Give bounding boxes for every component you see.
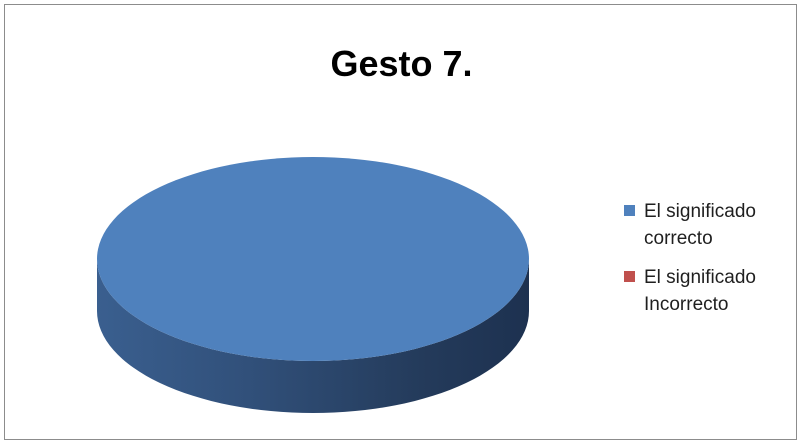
chart-title: Gesto 7.	[330, 43, 473, 84]
legend-item-correcto: El significado correcto	[624, 198, 794, 252]
legend-swatch-correcto	[624, 205, 635, 216]
legend: El significado correcto El significado I…	[624, 198, 794, 330]
legend-label-correcto-line1: El significado	[644, 201, 756, 222]
legend-swatch-incorrecto	[624, 271, 635, 282]
legend-label-correcto-line2: correcto	[644, 228, 713, 249]
pie-side-el-significado-correcto	[97, 259, 529, 413]
legend-label-incorrecto-line1: El significado	[644, 267, 756, 288]
legend-item-incorrecto: El significado Incorrecto	[624, 264, 794, 318]
legend-label-incorrecto-line2: Incorrecto	[644, 294, 729, 315]
pie-slice-el-significado-correcto	[97, 157, 529, 361]
pie-slices	[97, 157, 529, 413]
